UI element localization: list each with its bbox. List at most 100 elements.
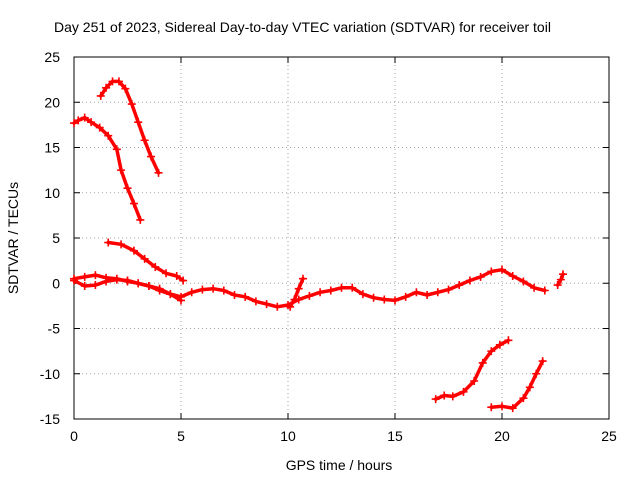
data-point [70,276,78,285]
data-point [556,275,565,284]
data-point [337,283,346,292]
y-tick-label: 0 [52,275,60,291]
x-tick-label: 0 [70,428,78,444]
tick-labels: 0 5 10 15 20 25 -15 -10 -5 0 5 10 15 20 25 [40,49,617,444]
data-point [558,270,567,279]
y-tick-label: 5 [52,230,60,246]
series-track-h [487,357,547,413]
data-point [230,291,239,300]
data-point [498,265,506,274]
x-tick-label: 25 [601,428,617,444]
data-point [147,152,156,161]
data-point [134,279,143,288]
series-track-a [70,113,145,224]
data-point [470,376,479,385]
data-point [530,283,539,292]
data-point [151,262,160,271]
data-point [538,357,547,366]
data-point [134,118,143,127]
data-point [305,291,314,300]
series-line [72,267,547,309]
data-point [198,285,207,294]
data-point [87,118,96,127]
data-point [114,77,123,86]
data-point [448,392,457,401]
data-point [380,295,389,304]
data-point [129,199,138,208]
y-axis-label: SDTVAR / TECUs [5,182,21,294]
data-point [112,275,121,284]
data-point [423,291,432,300]
data-point [112,145,121,154]
data-point [369,293,378,302]
data-point [117,166,126,175]
data-point [121,84,130,93]
data-point [104,238,113,247]
series-track-i [553,270,567,290]
data-point [525,383,534,392]
data-point [465,276,474,285]
data-point [348,283,357,292]
data-point [177,296,185,305]
data-point [179,276,188,285]
data-point [294,284,303,293]
data-point [540,286,549,295]
data-point [487,347,496,356]
data-point [172,272,181,281]
y-tick-label: 20 [44,94,60,110]
data-point [498,402,506,411]
data-point [127,100,136,109]
data-point [129,246,138,255]
data-point [478,358,487,367]
series-track-g [431,336,513,404]
y-tick-label: 15 [44,140,60,156]
data-point [504,336,513,345]
data-point [91,271,100,280]
data-point [358,290,367,299]
x-tick-label: 15 [387,428,403,444]
grid [74,57,609,419]
data-point [459,387,468,396]
data-point [412,288,421,297]
data-point [487,267,496,276]
series-group [70,77,567,413]
data-point [70,119,78,128]
data-point [155,284,164,293]
data-point [140,136,149,145]
data-point [401,292,410,301]
data-point [154,168,163,177]
series-line [433,338,511,401]
data-point [80,113,89,122]
data-point [140,254,149,263]
x-tick-label: 5 [177,428,185,444]
data-point [444,285,453,294]
data-point [495,340,504,349]
data-point [209,284,218,293]
series-line [99,79,161,175]
data-point [166,290,175,299]
x-axis-label: GPS time / hours [286,457,393,473]
data-point [316,288,325,297]
data-point [187,288,196,297]
series-line [489,359,545,410]
data-point [391,296,399,305]
y-tick-label: -15 [40,411,60,427]
data-point [96,91,105,100]
series-line [288,276,305,309]
data-point [508,404,517,413]
data-point [433,288,442,297]
data-point [532,369,541,378]
data-point [136,215,145,224]
data-point [144,281,153,290]
data-point [476,272,485,281]
series-track-c [104,238,188,285]
data-point [455,281,464,290]
data-point [80,281,89,290]
data-point [487,403,496,412]
y-tick-label: -10 [40,366,60,382]
data-point [519,394,528,403]
data-point [273,302,282,311]
series-track-d [70,265,549,311]
data-point [74,116,83,125]
